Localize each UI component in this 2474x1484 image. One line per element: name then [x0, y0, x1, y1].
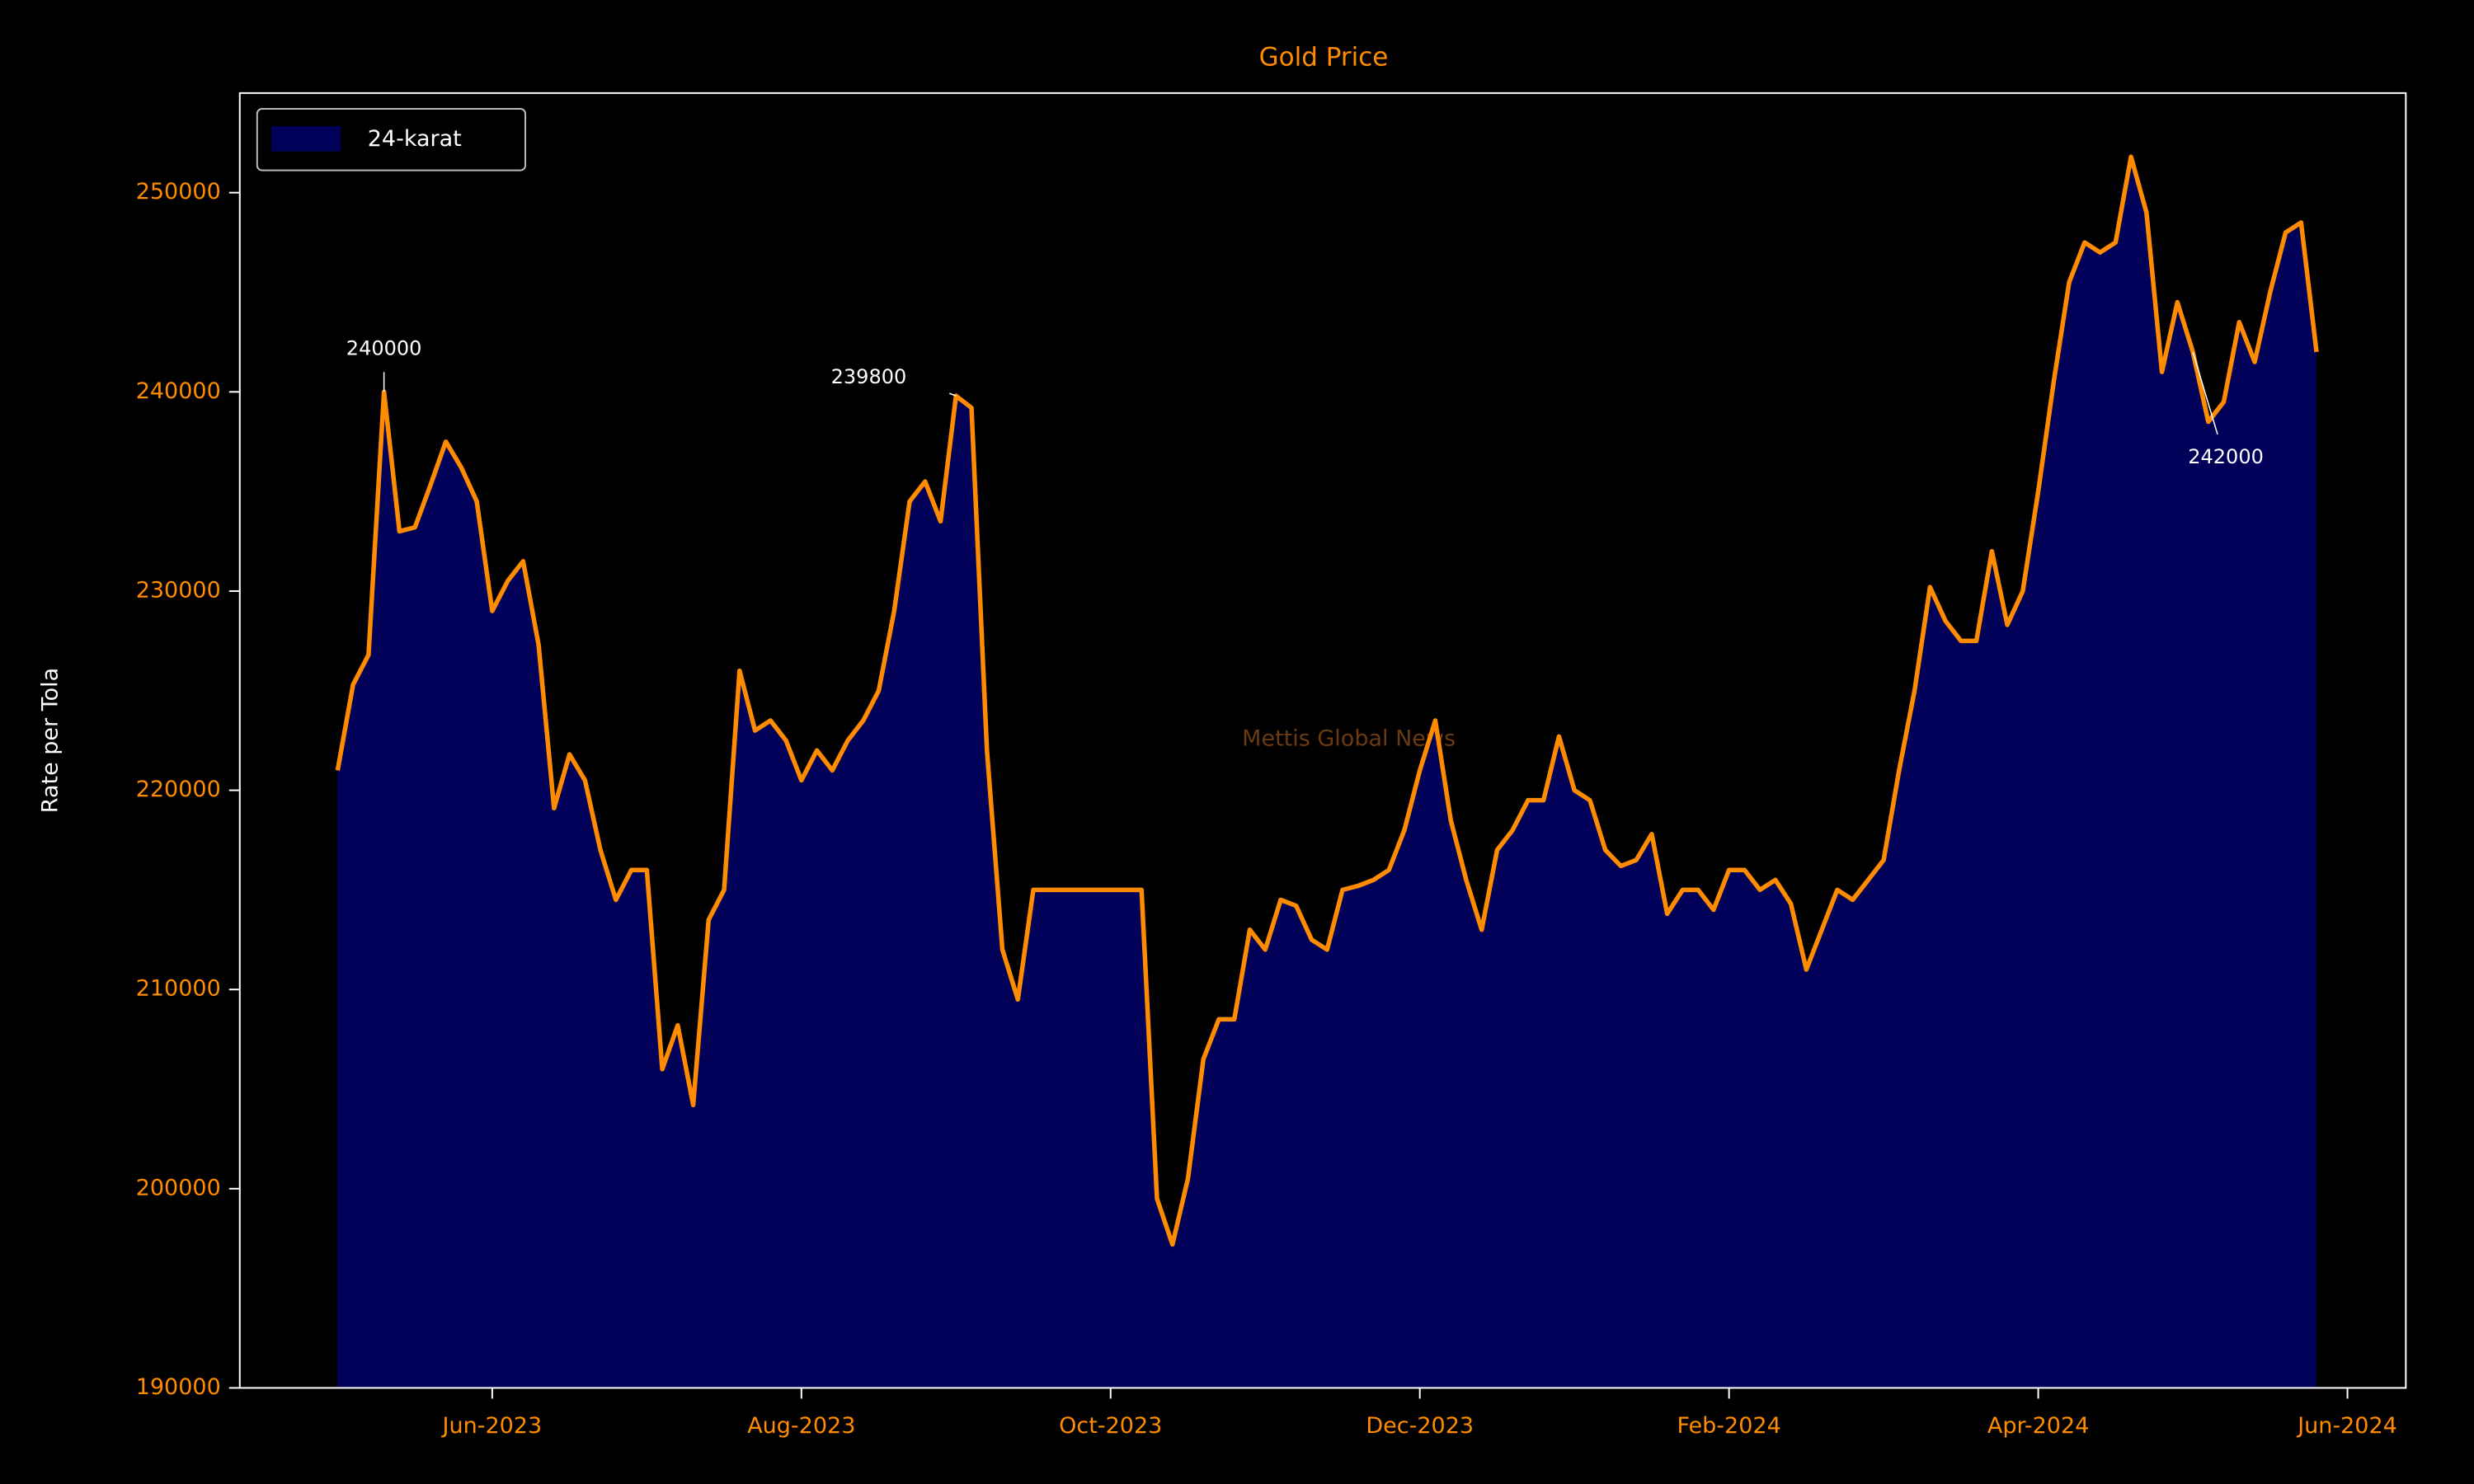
legend-swatch: [271, 126, 341, 152]
y-axis-label: Rate per Tola: [38, 668, 63, 813]
annotation: 242000: [2188, 445, 2264, 468]
x-tick-label: Jun-2024: [2296, 1413, 2397, 1439]
area: [337, 157, 2317, 1388]
x-tick-label: Jun-2023: [441, 1413, 543, 1439]
chart-title: Gold Price: [1259, 43, 1389, 73]
x-tick-label: Oct-2023: [1059, 1413, 1162, 1439]
x-tick-label: Aug-2023: [747, 1413, 855, 1439]
watermark: Mettis Global News: [1242, 726, 1456, 752]
y-tick-label: 210000: [136, 976, 221, 1002]
legend: 24-karat: [256, 107, 527, 171]
legend-label: 24-karat: [368, 126, 462, 152]
x-tick-label: Apr-2024: [1987, 1413, 2089, 1439]
y-tick-label: 220000: [136, 777, 221, 802]
annotation: 240000: [346, 336, 422, 359]
x-tick-label: Feb-2024: [1677, 1413, 1781, 1439]
line: [335, 154, 2319, 1247]
plot-frame: [238, 92, 2407, 1389]
annotation-leader: [949, 392, 957, 397]
y-tick-label: 190000: [136, 1374, 221, 1400]
y-tick-label: 230000: [136, 577, 221, 603]
legend-box: [256, 107, 527, 171]
x-tick-label: Dec-2023: [1366, 1413, 1474, 1439]
y-tick-label: 200000: [136, 1175, 221, 1200]
annotation: 239800: [831, 365, 907, 388]
annotation-leader: [2192, 351, 2218, 435]
y-tick-label: 250000: [136, 179, 221, 204]
y-tick-label: 240000: [136, 378, 221, 404]
